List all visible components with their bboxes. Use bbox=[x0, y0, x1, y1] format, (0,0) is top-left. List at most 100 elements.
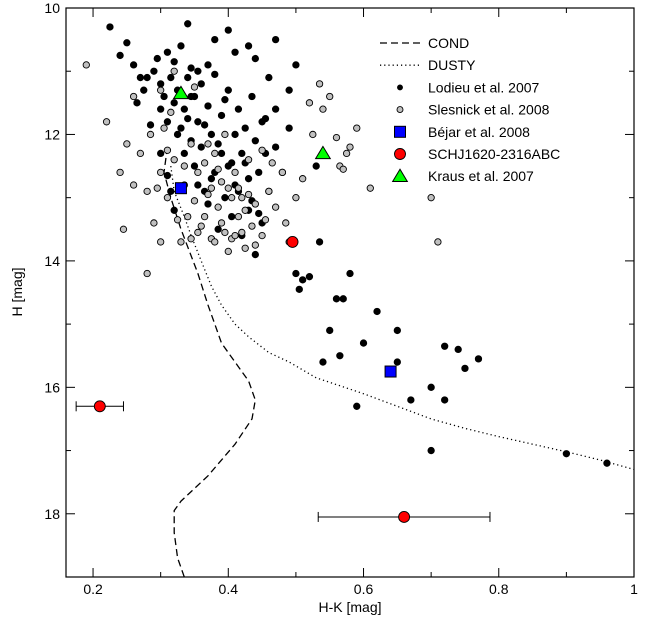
slesnick-et-al-2008-point bbox=[248, 222, 256, 230]
slesnick-et-al-2008-point bbox=[190, 83, 199, 91]
lodieu-et-al-2007-point bbox=[163, 48, 172, 56]
lodieu-et-al-2007-point bbox=[339, 295, 347, 303]
slesnick-et-al-2008-point bbox=[157, 168, 165, 177]
lodieu-et-al-2007-point bbox=[129, 61, 138, 69]
lodieu-et-al-2007-point bbox=[241, 124, 249, 132]
y-tick-label: 16 bbox=[44, 379, 60, 395]
slesnick-et-al-2008-point bbox=[167, 108, 175, 116]
slesnick-et-al-2008-point bbox=[228, 194, 236, 202]
slesnick-et-al-2008-point bbox=[241, 206, 249, 214]
slesnick-et-al-2008-point bbox=[214, 165, 222, 173]
x-tick-label: 1 bbox=[630, 581, 638, 597]
lodieu-et-al-2007-point bbox=[160, 92, 168, 101]
slesnick-et-al-2008-point bbox=[170, 67, 178, 75]
lodieu-et-al-2007-point bbox=[261, 114, 270, 123]
slesnick-et-al-2008-point bbox=[258, 231, 266, 240]
lodieu-et-al-2007-point bbox=[393, 326, 401, 335]
plot-area bbox=[75, 20, 634, 577]
lodieu-et-al-2007-point bbox=[106, 23, 114, 31]
slesnick-et-al-2008-point bbox=[231, 231, 239, 240]
lodieu-et-al-2007-point bbox=[346, 269, 354, 278]
slesnick-et-al-2008-point bbox=[353, 124, 361, 132]
lodieu-et-al-2007-point bbox=[157, 105, 165, 113]
lodieu-et-al-2007-point bbox=[441, 342, 449, 350]
slesnick-et-al-2008-point bbox=[292, 194, 300, 202]
slesnick-et-al-2008-point bbox=[211, 238, 219, 246]
lodieu-et-al-2007-point bbox=[353, 402, 361, 410]
slesnick-et-al-2008-point bbox=[150, 219, 158, 227]
lodieu-et-al-2007-point bbox=[217, 149, 226, 158]
slesnick-et-al-2008-point bbox=[299, 175, 307, 183]
lodieu-et-al-2007-point bbox=[221, 96, 229, 104]
slesnick-et-al-2008-point bbox=[241, 244, 249, 252]
slesnick-et-al-2008-point bbox=[153, 184, 161, 192]
slesnick-et-al-2008-point bbox=[190, 197, 199, 205]
lodieu-et-al-2007-point bbox=[204, 200, 212, 208]
slesnick-et-al-2008-point bbox=[200, 159, 209, 167]
slesnick-et-al-2008-point bbox=[102, 118, 111, 126]
lodieu-et-al-2007-point bbox=[170, 99, 178, 107]
lodieu-et-al-2007-point bbox=[157, 149, 165, 158]
slesnick-et-al-2008-point bbox=[282, 219, 290, 227]
lodieu-et-al-2007-point bbox=[187, 92, 195, 101]
lodieu-et-al-2007-point bbox=[248, 92, 256, 101]
legend-label-lodieu-et-al-2007: Lodieu et al. 2007 bbox=[428, 79, 540, 95]
slesnick-et-al-2008-point bbox=[434, 238, 442, 246]
lodieu-et-al-2007-point bbox=[136, 73, 145, 82]
lodieu-et-al-2007-point bbox=[177, 42, 185, 50]
plot-frame bbox=[65, 7, 635, 578]
slesnick-et-al-2008-point bbox=[82, 61, 90, 69]
lodieu-et-al-2007-point bbox=[194, 67, 202, 75]
slesnick-et-al-2008-point bbox=[221, 130, 229, 139]
lodieu-et-al-2007-point bbox=[295, 285, 303, 293]
lodieu-et-al-2007-point bbox=[336, 352, 344, 360]
lodieu-et-al-2007-point bbox=[393, 358, 401, 366]
lodieu-et-al-2007-point bbox=[187, 64, 195, 72]
slesnick-et-al-2008-point bbox=[136, 149, 145, 158]
cond-line bbox=[163, 147, 256, 577]
x-axis: 0.2 0.4 0.6 0.8 1 bbox=[83, 8, 638, 597]
lodieu-et-al-2007-point bbox=[231, 48, 239, 56]
slesnick-et-al-2008-point bbox=[244, 156, 253, 164]
lodieu-et-al-2007-point bbox=[562, 450, 571, 458]
lodieu-et-al-2007-point bbox=[211, 70, 219, 79]
lodieu-et-al-2007-point bbox=[177, 124, 185, 132]
lodieu-et-al-2007-point bbox=[292, 61, 300, 69]
slesnick-et-al-2008-point bbox=[332, 133, 341, 142]
lodieu-et-al-2007-point bbox=[197, 143, 205, 151]
x-tick-label: 0.6 bbox=[354, 581, 374, 597]
legend-swatch-kraus-et-al-2007 bbox=[391, 168, 409, 182]
slesnick-et-al-2008-point bbox=[278, 168, 287, 177]
schj1620-2316abc-point bbox=[398, 510, 411, 523]
lodieu-et-al-2007-point bbox=[251, 250, 259, 259]
lodieu-et-al-2007-point bbox=[319, 358, 327, 366]
lodieu-et-al-2007-point bbox=[271, 35, 280, 44]
lodieu-et-al-2007-point bbox=[123, 39, 131, 47]
lodieu-et-al-2007-point bbox=[170, 58, 178, 66]
lodieu-et-al-2007-point bbox=[231, 130, 239, 139]
lodieu-et-al-2007-point bbox=[146, 121, 155, 129]
x-axis-label: H-K [mag] bbox=[318, 599, 381, 615]
lodieu-et-al-2007-point bbox=[285, 124, 293, 132]
slesnick-et-al-2008-point bbox=[214, 203, 222, 211]
slesnick-et-al-2008-point bbox=[265, 187, 273, 195]
slesnick-et-al-2008-point bbox=[143, 187, 151, 195]
lodieu-et-al-2007-point bbox=[373, 307, 381, 316]
slesnick-et-al-2008-point bbox=[211, 149, 219, 158]
lodieu-et-al-2007-point bbox=[197, 80, 205, 88]
x-tick-label: 0.2 bbox=[83, 581, 103, 597]
dusty-line bbox=[170, 166, 634, 471]
lodieu-et-al-2007-point bbox=[234, 105, 243, 113]
slesnick-et-al-2008-point bbox=[238, 228, 246, 237]
y-tick-label: 18 bbox=[44, 506, 60, 522]
lodieu-et-al-2007-point bbox=[299, 276, 307, 284]
y-tick-label: 12 bbox=[44, 126, 60, 142]
slesnick-et-al-2008-point bbox=[157, 86, 165, 94]
slesnick-et-al-2008-point bbox=[194, 228, 202, 237]
lodieu-et-al-2007-point bbox=[427, 383, 435, 391]
lodieu-et-al-2007-point bbox=[292, 269, 300, 278]
slesnick-et-al-2008-point bbox=[231, 168, 239, 177]
lodieu-et-al-2007-point bbox=[305, 273, 314, 281]
lodieu-et-al-2007-point bbox=[207, 175, 216, 183]
